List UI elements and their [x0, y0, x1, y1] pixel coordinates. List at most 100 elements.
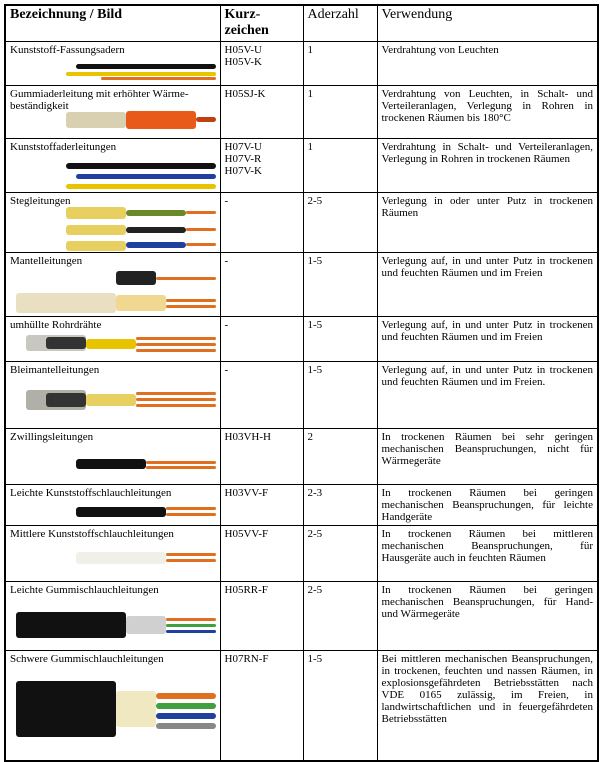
table-row: Leichte Gummischlauchleitungen H05RR-F 2-5… — [4, 581, 599, 651]
cable-part — [76, 459, 146, 469]
cable-part — [136, 343, 216, 346]
cable-part — [46, 337, 86, 349]
cable-part — [186, 211, 216, 214]
table-cell: H05SJ-K — [219, 85, 304, 139]
table-cell: Bei mittleren mechanischen Beanspruchung… — [376, 650, 599, 761]
cable-part — [116, 271, 156, 285]
table-row: Schwere Gummischlauchleitungen H07RN-F 1-5… — [4, 650, 599, 761]
cable-part — [136, 349, 216, 352]
cable-part — [86, 394, 136, 406]
table-row: Kunststoff-Fassungsadern H05V-U H05V-K 1 Ve… — [4, 41, 599, 86]
cable-name: Gummiaderleitung mit erhöhter Wärme-best… — [10, 88, 189, 112]
cable-code: H05RR-F — [224, 584, 268, 596]
cable-part — [16, 293, 116, 313]
cable-part — [156, 693, 216, 699]
table-row: Leichte Kunststoffschlauchleitungen H03VV… — [4, 484, 599, 526]
table-cell: In trockenen Räumen bei geringen mechani… — [376, 484, 599, 526]
cable-part — [166, 553, 216, 556]
cable-name: Leichte Kunststoffschlauchleitungen — [10, 487, 172, 499]
table-cell: 2-5 — [302, 581, 378, 651]
usage: In trockenen Räumen bei mittleren mechan… — [381, 528, 594, 564]
cable-name: Mittlere Kunststoffschlauchleitungen — [10, 528, 174, 540]
cable-part — [156, 713, 216, 719]
cable-part — [66, 207, 126, 219]
cable-part — [76, 552, 166, 564]
core-count: 2-5 — [307, 195, 323, 207]
cable-part — [16, 681, 116, 737]
usage: Bei mittleren mechanischen Beanspruchung… — [381, 653, 594, 725]
table-cell: H07RN-F — [219, 650, 304, 761]
header-cell: Bezeichnung / Bild — [4, 4, 221, 42]
cable-code: - — [224, 364, 229, 376]
table-cell: In trockenen Räumen bei sehr geringen me… — [376, 428, 599, 485]
table-cell: Verlegung in oder unter Putz in trockene… — [376, 192, 599, 253]
table-row: Gummiaderleitung mit erhöhter Wärme-best… — [4, 85, 599, 139]
table-row: Zwillingsleitungen H03VH-H 2 In trockenen R… — [4, 428, 599, 485]
cable-code: H03VH-H — [224, 431, 271, 443]
cable-code: H03VV-F — [224, 487, 269, 499]
table-row: Bleimantelleitungen - 1-5 Verlegung auf, in… — [4, 361, 599, 429]
cable-part — [136, 337, 216, 340]
cable-part — [66, 241, 126, 251]
cable-part — [101, 77, 216, 80]
table-cell: - — [219, 316, 304, 362]
cable-part — [166, 305, 216, 308]
cable-part — [116, 691, 156, 727]
core-count: 1-5 — [307, 319, 323, 331]
table-cell: 2-3 — [302, 484, 378, 526]
cable-part — [66, 72, 216, 76]
cable-image — [66, 111, 216, 129]
cable-part — [166, 299, 216, 302]
header-cell: Kurz- zeichen — [219, 4, 304, 42]
cable-image — [76, 507, 216, 517]
cable-part — [186, 228, 216, 231]
cable-code: H07V-U H07V-R H07V-K — [224, 141, 263, 177]
table-cell: Gummiaderleitung mit erhöhter Wärme-best… — [4, 85, 221, 139]
cable-image — [16, 612, 216, 638]
header-cell: Verwendung — [376, 4, 599, 42]
usage: Verdrahtung in Schalt- und Verteileranla… — [381, 141, 594, 165]
cable-part — [126, 210, 186, 216]
cable-part — [66, 163, 216, 169]
cable-part — [166, 630, 216, 633]
cable-image — [66, 163, 216, 189]
cable-image — [76, 459, 216, 469]
cable-part — [146, 461, 216, 464]
cable-code: H07RN-F — [224, 653, 269, 665]
core-count: 1 — [307, 88, 314, 100]
table-cell: Schwere Gummischlauchleitungen — [4, 650, 221, 761]
cable-part — [66, 184, 216, 189]
table-cell: 1-5 — [302, 361, 378, 429]
core-count: 2-5 — [307, 584, 323, 596]
cable-code: H05VV-F — [224, 528, 269, 540]
cable-part — [186, 243, 216, 246]
cable-part — [166, 513, 216, 516]
cable-part — [126, 242, 186, 248]
cable-name: Stegleitungen — [10, 195, 71, 207]
cable-name: Leichte Gummischlauchleitungen — [10, 584, 159, 596]
table-cell: H05VV-F — [219, 525, 304, 582]
usage: Verlegung in oder unter Putz in trockene… — [381, 195, 594, 219]
cable-name: Schwere Gummischlauchleitungen — [10, 653, 164, 665]
core-count: 1-5 — [307, 255, 323, 267]
table-cell: 2-5 — [302, 525, 378, 582]
cable-part — [166, 624, 216, 627]
cable-part — [136, 404, 216, 407]
cable-code: - — [224, 195, 229, 207]
table-row: Kunststoffaderleitungen H07V-U H07V-R H07… — [4, 138, 599, 193]
table-cell: Bleimantelleitungen — [4, 361, 221, 429]
header-cell: Aderzahl — [302, 4, 378, 42]
cable-part — [86, 339, 136, 349]
cable-name: Mantelleitungen — [10, 255, 83, 267]
table-cell: Leichte Gummischlauchleitungen — [4, 581, 221, 651]
table-cell: Verlegung auf, in und unter Putz in troc… — [376, 252, 599, 317]
cable-image — [16, 681, 216, 737]
usage: Verlegung auf, in und unter Putz in troc… — [381, 364, 594, 388]
cable-image — [16, 271, 216, 313]
table-row: Mantelleitungen - 1-5 Verlegung auf, in und… — [4, 252, 599, 317]
cable-code: H05SJ-K — [224, 88, 266, 100]
cable-code: - — [224, 319, 229, 331]
core-count: 2-5 — [307, 528, 323, 540]
core-count: 2-3 — [307, 487, 323, 499]
table-cell: Verlegung auf, in und unter Putz in troc… — [376, 361, 599, 429]
